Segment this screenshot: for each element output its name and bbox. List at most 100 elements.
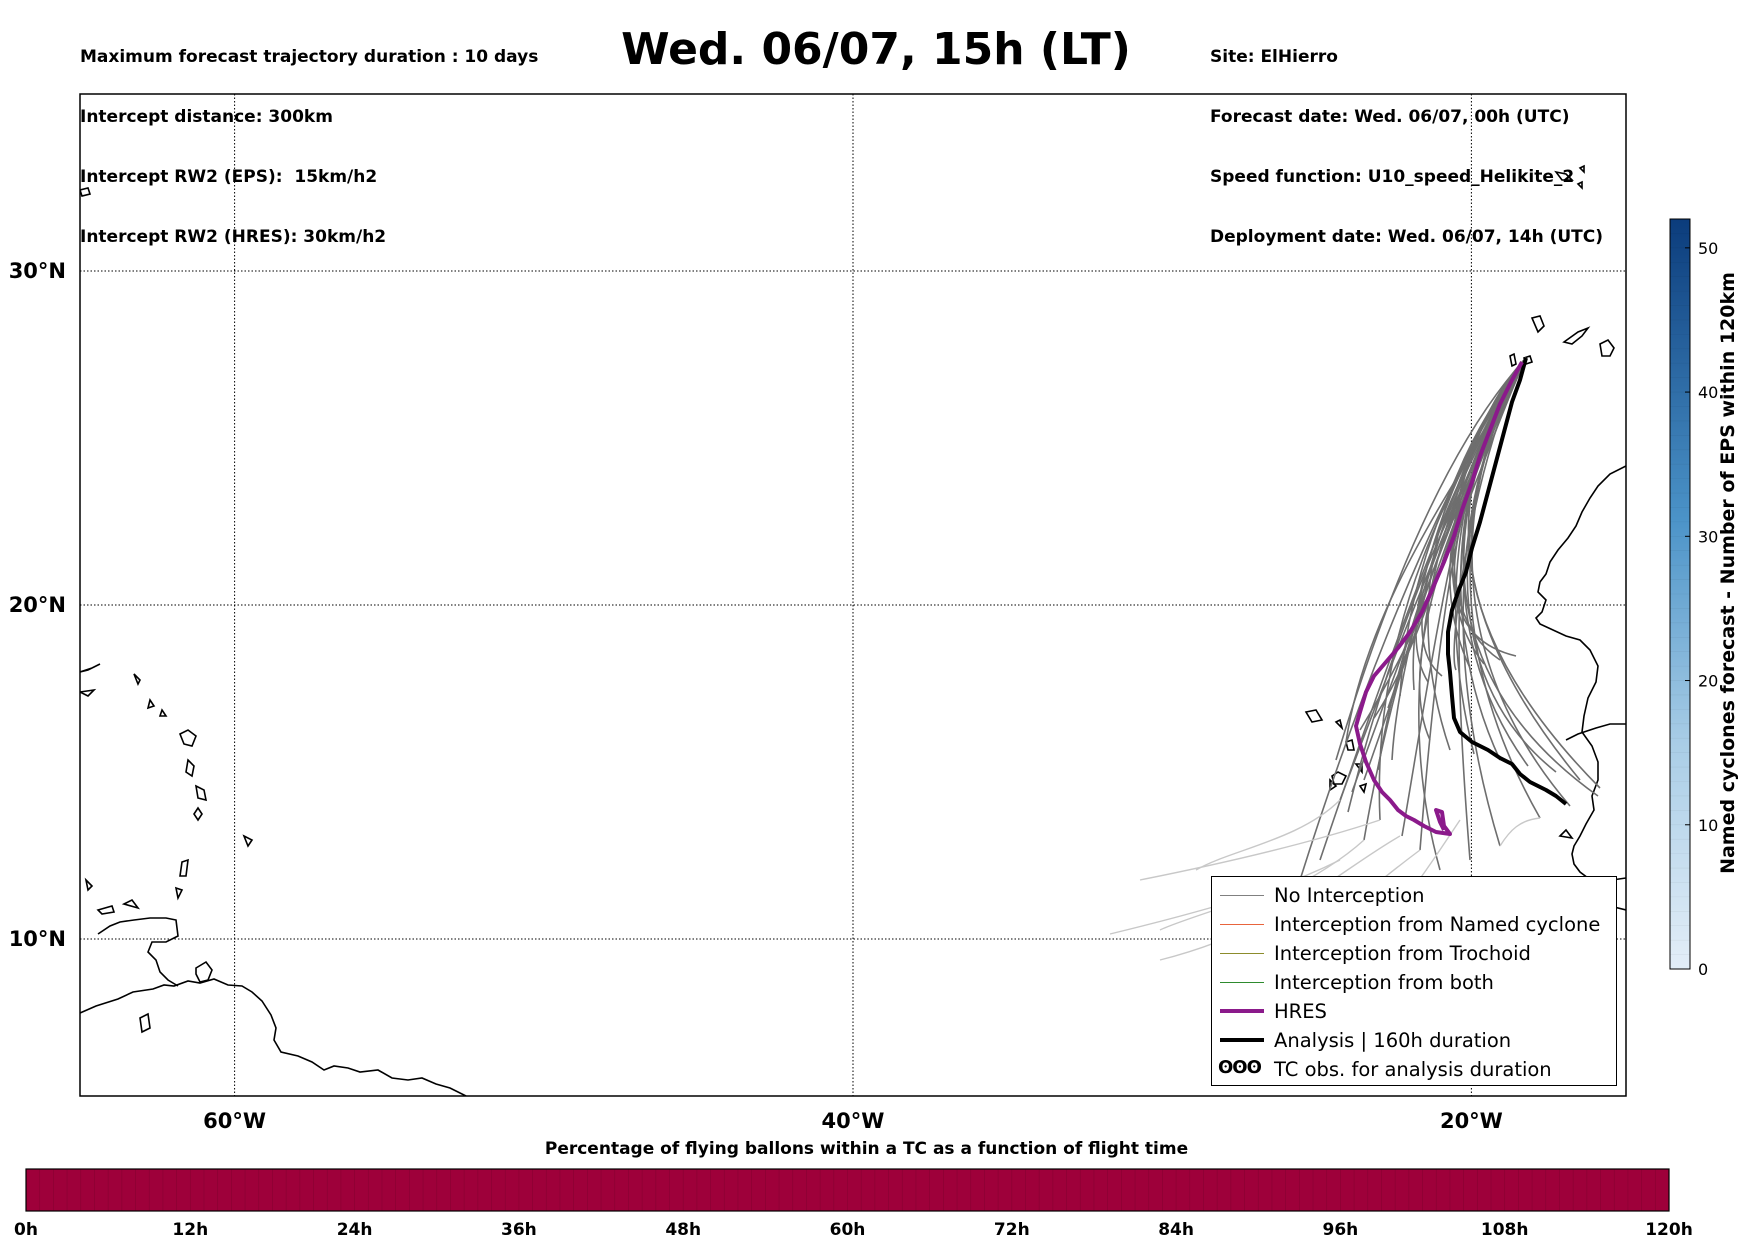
coast-margarita: [139, 1012, 151, 1034]
legend-item-no-interception: No Interception: [1212, 881, 1618, 910]
legend-swatch-named-cyclone: [1220, 924, 1264, 925]
header-right-line-1: Site: ElHierro: [1210, 47, 1338, 67]
coast-cape-verde-6: [1329, 778, 1338, 792]
legend-label-hres: HRES: [1274, 1000, 1327, 1023]
coast-guadeloupe: [178, 729, 197, 747]
header-right-line-3: Speed function: U10_speed_Helikite_2: [1210, 167, 1575, 187]
header-left-line-1: Maximum forecast trajectory duration : 1…: [80, 47, 539, 67]
trajectory-no-interception: [1399, 357, 1527, 697]
legend-item-hres: HRES: [1212, 997, 1618, 1026]
coast-martinique: [194, 784, 208, 802]
hres-trajectory: [1354, 361, 1524, 836]
coast-gran-canaria: [1599, 338, 1615, 357]
hbar-tick-label: 24h: [337, 1220, 373, 1240]
legend-label-both: Interception from both: [1274, 971, 1494, 994]
horizontal-colorbar: [25, 1168, 1670, 1212]
legend-swatch-trochoid: [1220, 953, 1264, 954]
horizontal-colorbar-ticks: 0h 12h 24h 36h 48h 60h 72h 84h 96h 108h 120h: [14, 1169, 1693, 1240]
hbar-tick-label: 48h: [665, 1220, 701, 1240]
header-right-line-2: Forecast date: Wed. 06/07, 00h (UTC): [1210, 107, 1570, 127]
vbar-tick-label: 50: [1698, 239, 1718, 258]
coast-leeward-3: [158, 708, 168, 717]
header-left-line-2: Intercept distance: 300km: [80, 107, 333, 127]
coast-grenada: [174, 886, 184, 901]
coast-caribbean-isle-b: [84, 877, 94, 892]
latitude-labels: 30°N 20°N 10°N: [9, 259, 66, 951]
coast-cape-verde-1: [1304, 709, 1324, 723]
coast-leeward-2: [146, 698, 156, 710]
trajectory-no-interception: [1347, 357, 1527, 813]
hbar-tick-label: 60h: [830, 1220, 866, 1240]
map-legend: No Interception Interception from Named …: [1211, 876, 1617, 1086]
legend-label-trochoid: Interception from Trochoid: [1274, 942, 1531, 965]
coast-cape-verde-7: [1358, 782, 1368, 794]
coast-lanzarote-fuerteventura: [1562, 326, 1591, 345]
legend-swatch-hres: [1220, 1009, 1264, 1013]
coast-caribbean-isle-a: [80, 187, 92, 197]
analysis-trajectory: [1446, 357, 1568, 806]
header-left: Maximum forecast trajectory duration : 1…: [80, 7, 538, 267]
hbar-tick-label: 120h: [1645, 1220, 1693, 1240]
legend-item-analysis: Analysis | 160h duration: [1212, 1026, 1618, 1055]
trajectory-no-interception: [1418, 357, 1527, 871]
header-right: Site: ElHierro Forecast date: Wed. 06/07…: [1210, 7, 1603, 267]
vertical-colorbar-title: Named cyclones forecast - Number of EPS …: [1717, 272, 1739, 874]
lon-label: 60°W: [203, 1109, 266, 1133]
legend-item-trochoid: Interception from Trochoid: [1212, 939, 1618, 968]
header-left-line-4: Intercept RW2 (HRES): 30km/h2: [80, 227, 387, 247]
trajectory-tail: [1499, 817, 1541, 847]
trajectory-no-interception: [1363, 357, 1527, 841]
coast-cape-verde-2: [1334, 718, 1344, 731]
legend-item-tc-obs: ʘʘʘ TC obs. for analysis duration: [1212, 1055, 1618, 1084]
coast-madeira: [1554, 170, 1574, 181]
coast-grenadines: [179, 858, 189, 877]
legend-swatch-no-interception: [1220, 895, 1264, 896]
legend-item-named-cyclone: Interception from Named cyclone: [1212, 910, 1618, 939]
legend-swatch-analysis: [1220, 1038, 1264, 1042]
hbar-tick-label: 72h: [994, 1220, 1030, 1240]
trajectory-no-interception: [1453, 357, 1527, 671]
lat-label: 10°N: [9, 927, 66, 951]
horizontal-colorbar-title: Percentage of flying ballons within a TC…: [544, 1139, 1189, 1159]
vbar-tick-label: 20: [1698, 672, 1718, 691]
vbar-tick-label: 30: [1698, 527, 1718, 546]
trajectory-tail: [1195, 799, 1341, 871]
lat-label: 20°N: [9, 593, 66, 617]
coast-trinidad: [195, 960, 213, 983]
ensemble-trajectories: [1109, 357, 1601, 961]
hbar-tick-label: 84h: [1158, 1220, 1194, 1240]
coast-cape-verde-3: [1345, 738, 1355, 751]
hbar-tick-label: 108h: [1481, 1220, 1529, 1240]
coast-bijagos: [1558, 828, 1574, 840]
tc-obs-symbol-icon: ʘʘʘ: [1218, 1057, 1262, 1078]
coast-barbados: [242, 834, 254, 848]
legend-swatch-both: [1220, 982, 1264, 983]
coast-south-america-peninsula: [97, 917, 179, 987]
trajectory-tail: [1139, 819, 1381, 881]
legend-label-tc-obs: TC obs. for analysis duration: [1274, 1058, 1552, 1081]
legend-label-named-cyclone: Interception from Named cyclone: [1274, 913, 1601, 936]
trajectory-no-interception: [1335, 357, 1527, 761]
lon-label: 20°W: [1440, 1109, 1503, 1133]
coast-madeira-2: [1578, 164, 1585, 174]
coast-south-america-north: [80, 978, 467, 1096]
legend-label-analysis: Analysis | 160h duration: [1274, 1029, 1512, 1052]
vbar-tick-label: 40: [1698, 383, 1718, 402]
hbar-tick-label: 0h: [14, 1220, 38, 1240]
vertical-colorbar: [1669, 218, 1691, 970]
vertical-colorbar-ticks: 0 10 20 30 40 50: [1670, 233, 1718, 979]
coast-tenerife: [1530, 315, 1545, 334]
coast-abc-2: [121, 898, 141, 910]
longitude-labels: 60°W 40°W 20°W: [203, 1109, 1503, 1133]
vbar-tick-label: 0: [1698, 960, 1708, 979]
coast-senegal-gambia: [1565, 723, 1626, 741]
lat-label: 30°N: [9, 259, 66, 283]
hbar-tick-label: 36h: [501, 1220, 537, 1240]
lon-label: 40°W: [822, 1109, 885, 1133]
legend-item-both: Interception from both: [1212, 968, 1618, 997]
coast-west-africa: [1534, 465, 1626, 879]
vbar-tick-label: 10: [1698, 816, 1718, 835]
trajectory-no-interception: [1419, 357, 1527, 851]
hbar-tick-label: 96h: [1323, 1220, 1359, 1240]
header-left-line-3: Intercept RW2 (EPS): 15km/h2: [80, 167, 378, 187]
